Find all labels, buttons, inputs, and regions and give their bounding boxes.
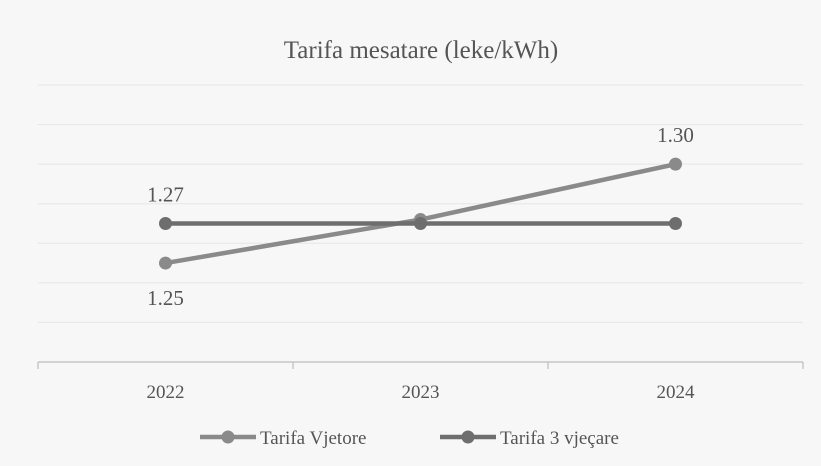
series-layer: 1.25 1.30 1.27 <box>147 123 694 310</box>
data-point <box>414 217 427 230</box>
chart-title: Tarifa mesatare (leke/kWh) <box>284 37 558 64</box>
legend-item: Tarifa 3 vjeçare <box>440 428 619 449</box>
legend-label: Tarifa Vjetore <box>260 428 366 449</box>
legend-swatch-marker <box>221 430 235 444</box>
legend-item: Tarifa Vjetore <box>200 428 366 449</box>
legend-swatch-marker <box>461 430 475 444</box>
legend-label: Tarifa 3 vjeçare <box>500 428 619 449</box>
legend: Tarifa Vjetore Tarifa 3 vjeçare <box>200 428 619 449</box>
data-point <box>159 217 172 230</box>
data-point <box>669 157 682 171</box>
x-axis: 2022 2023 2024 <box>37 361 804 403</box>
x-tick-label: 2023 <box>402 382 440 403</box>
data-label: 1.27 <box>147 183 184 207</box>
data-label: 1.30 <box>657 123 694 147</box>
data-label: 1.25 <box>147 286 184 310</box>
x-tick-label: 2024 <box>657 382 696 403</box>
data-point <box>669 217 682 230</box>
series-2: 1.27 <box>147 183 682 230</box>
x-tick-label: 2022 <box>147 382 185 403</box>
gridlines <box>38 84 803 323</box>
data-point <box>159 256 172 270</box>
series-1: 1.25 1.30 <box>147 123 694 310</box>
